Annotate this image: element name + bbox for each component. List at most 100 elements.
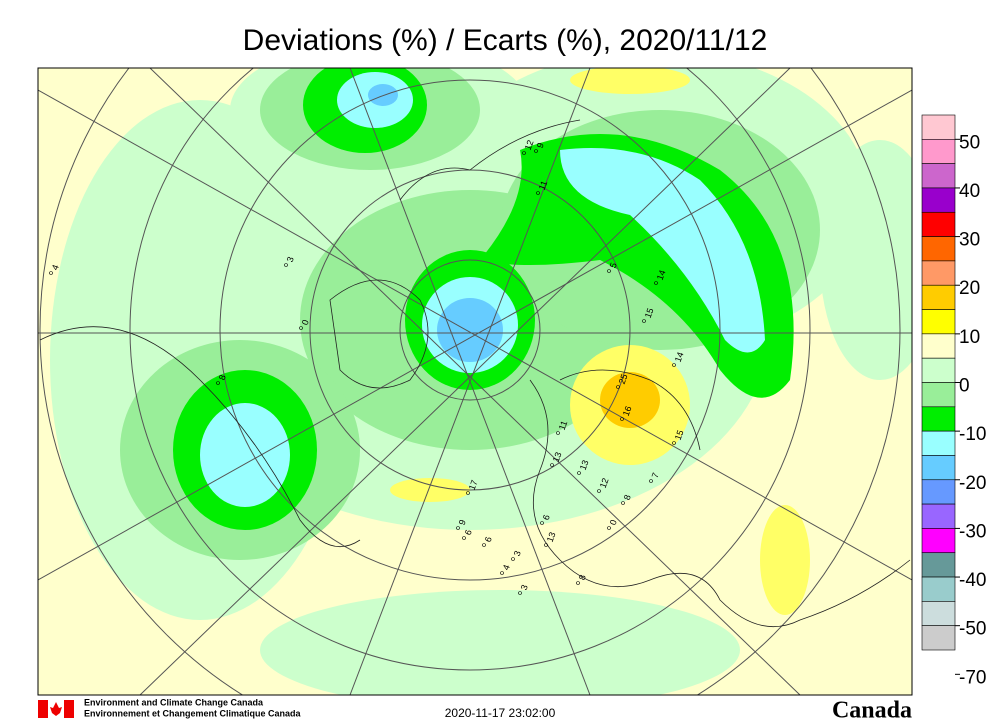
station-value: 5 [608, 261, 619, 269]
station-labels: 9121151415142516157812131113179634631308… [49, 139, 686, 595]
station-value: 6 [463, 528, 474, 536]
colorbar-swatch [921, 503, 956, 529]
station-value: 3 [285, 255, 296, 263]
colorbar-label: -10 [959, 424, 986, 445]
station-dot [522, 151, 526, 155]
station-value: 17 [467, 479, 480, 492]
station-value: 3 [512, 549, 523, 557]
agency-en: Environment and Climate Change Canada [84, 697, 264, 707]
colorbar-label: 30 [959, 230, 980, 251]
station-value: 12 [523, 139, 536, 152]
station-value: 0 [608, 518, 619, 526]
station-dot [607, 526, 611, 530]
station-value: 9 [535, 141, 546, 149]
station-dot [672, 441, 676, 445]
colorbar-label: 20 [959, 278, 980, 299]
station-dot [577, 471, 581, 475]
station-dot [518, 591, 522, 595]
station-value: 8 [217, 373, 228, 381]
colorbar-swatch [921, 528, 956, 554]
station-value: 6 [541, 513, 552, 521]
station-dot [642, 319, 646, 323]
colorbar-swatch [921, 260, 956, 286]
colorbar-swatch [921, 406, 956, 432]
station-dot [621, 501, 625, 505]
station-value: 16 [621, 405, 634, 418]
colorbar-label: 40 [959, 181, 980, 202]
station-value: 0 [300, 318, 311, 326]
station-value: 13 [551, 451, 564, 464]
station-dot [556, 431, 560, 435]
station-value: 4 [50, 263, 61, 271]
station-value: 6 [483, 535, 494, 543]
station-dot [49, 271, 53, 275]
colorbar-swatch [921, 625, 956, 651]
colorbar-swatch [921, 187, 956, 213]
colorbar-swatch [921, 139, 956, 164]
station-value: 4 [501, 563, 512, 571]
map [38, 68, 912, 695]
colorbar: 50 40 30 20 10 0 -10 -20 -30 -40 -50 -70 [921, 114, 986, 688]
colorbar-label: -50 [959, 619, 986, 640]
station-value: 11 [537, 179, 550, 191]
station-dot [616, 385, 620, 389]
station-dot [284, 263, 288, 267]
colorbar-label: -20 [959, 473, 986, 494]
station-dot [607, 269, 611, 273]
colorbar-swatch [921, 601, 956, 626]
station-value: 15 [643, 307, 656, 320]
agency-fr: Environnement et Changement Climatique C… [84, 708, 302, 718]
station-dot [540, 521, 544, 525]
colorbar-swatch [921, 357, 956, 383]
station-value: 25 [617, 373, 630, 386]
station-value: 14 [655, 269, 668, 282]
colorbar-swatch [921, 309, 956, 335]
colorbar-label: -40 [959, 570, 986, 591]
colorbar-label: 0 [959, 376, 970, 397]
map-frame [37, 67, 913, 696]
station-dot [500, 571, 504, 575]
colorbar-swatch [921, 455, 956, 481]
station-dot [456, 526, 460, 530]
station-value: 9 [457, 518, 468, 526]
footer: Environment and Climate Change Canada En… [38, 697, 912, 724]
station-dot [536, 191, 540, 195]
colorbar-swatch [921, 552, 956, 578]
station-dot [550, 463, 554, 467]
station-value: 13 [578, 459, 591, 472]
station-value: 7 [650, 471, 661, 479]
timestamp: 2020-11-17 23:02:00 [445, 706, 556, 720]
station-dot [216, 381, 220, 385]
station-dot [672, 363, 676, 367]
station-value: 12 [598, 477, 611, 490]
colorbar-swatch [921, 576, 956, 602]
station-value: 15 [673, 429, 686, 442]
station-dot [511, 557, 515, 561]
station-dot [620, 417, 624, 421]
station-dot [462, 536, 466, 540]
station-value: 8 [622, 493, 633, 501]
station-dot [544, 543, 548, 547]
station-value: 14 [673, 351, 686, 364]
station-value: 8 [577, 573, 588, 581]
colorbar-swatch [921, 236, 956, 262]
station-dot [482, 543, 486, 547]
station-dot [299, 326, 303, 330]
colorbar-swatch [921, 479, 956, 505]
station-dot [576, 581, 580, 585]
colorbar-swatch [921, 163, 956, 189]
colorbar-swatch [921, 333, 956, 359]
station-dot [466, 491, 470, 495]
station-dot [597, 489, 601, 493]
colorbar-label: 10 [959, 327, 980, 348]
colorbar-label: -70 [959, 667, 986, 688]
colorbar-label: 50 [959, 132, 980, 153]
station-dot [649, 479, 653, 483]
wordmark: Canada [832, 698, 912, 724]
station-value: 3 [519, 583, 530, 591]
colorbar-swatch [921, 382, 956, 408]
title: Deviations (%) / Ecarts (%), 2020/11/12 [243, 24, 768, 57]
station-value: 11 [557, 419, 570, 431]
